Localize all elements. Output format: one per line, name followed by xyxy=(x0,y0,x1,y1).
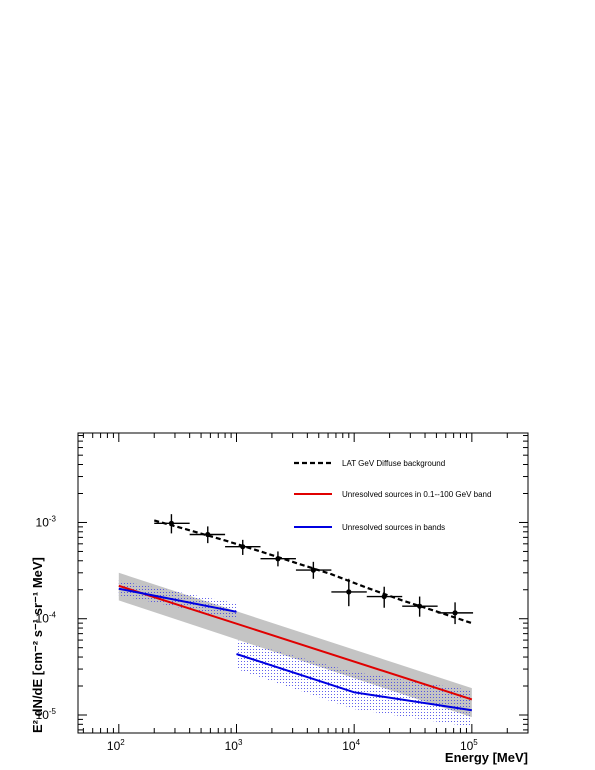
x-tick-label-base: 10 xyxy=(225,739,239,753)
x-tick-label-1: 103 xyxy=(225,738,243,753)
data-marker xyxy=(275,556,281,562)
data-point-7 xyxy=(402,596,438,617)
model-line-3 xyxy=(118,584,473,701)
y-tick-label-base: 10 xyxy=(36,708,50,722)
y-tick-label-exponent: -3 xyxy=(49,514,57,523)
data-marker xyxy=(381,593,387,600)
legend: LAT GeV Diffuse background Unresolved so… xyxy=(294,459,491,532)
y-tick-label-0: 10-5 xyxy=(36,707,57,722)
data-point-3 xyxy=(260,551,296,567)
x-tick-label-exponent: 5 xyxy=(473,738,478,747)
data-marker xyxy=(452,610,458,616)
data-point-1 xyxy=(189,526,226,544)
data-point-0 xyxy=(154,514,190,534)
x-tick-label-exponent: 4 xyxy=(356,738,361,747)
x-tick-label-base: 10 xyxy=(107,739,121,753)
x-tick-label-base: 10 xyxy=(460,739,474,753)
series-layer xyxy=(118,519,473,728)
x-tick-label-3: 105 xyxy=(460,738,478,753)
model-line-6 xyxy=(118,587,237,613)
y-tick-label-exponent: -5 xyxy=(49,707,57,716)
y-tick-label-base: 10 xyxy=(36,515,50,529)
x-axis-title: Energy [MeV] xyxy=(445,750,528,765)
uncertainty-band-blue-5 xyxy=(236,640,472,728)
data-marker xyxy=(346,589,352,595)
data-point-6 xyxy=(366,586,403,608)
x-tick-label-2: 104 xyxy=(342,738,360,753)
x-tick-label-base: 10 xyxy=(342,739,356,753)
ticks-layer xyxy=(78,433,529,733)
y-tick-label-exponent: -4 xyxy=(49,611,57,620)
data-marker xyxy=(240,544,246,550)
plot-frame xyxy=(77,432,529,734)
x-tick-labels: 102 103 104 105 xyxy=(107,738,478,753)
legend-label-blue: Unresolved sources in bands xyxy=(342,523,445,532)
y-tick-label-1: 10-4 xyxy=(36,611,57,626)
data-points-layer xyxy=(154,514,474,625)
x-tick-label-0: 102 xyxy=(107,738,125,753)
x-tick-label-exponent: 3 xyxy=(238,738,243,747)
x-tick-label-exponent: 2 xyxy=(120,738,125,747)
data-point-5 xyxy=(331,578,367,607)
data-point-2 xyxy=(225,539,261,555)
data-point-8 xyxy=(437,602,474,625)
data-marker xyxy=(310,567,316,573)
data-marker xyxy=(168,520,175,526)
data-point-4 xyxy=(295,561,332,579)
y-axis-title: E² dN/dE [cm⁻² s⁻¹ sr⁻¹ MeV] xyxy=(30,557,45,733)
y-tick-label-base: 10 xyxy=(36,612,50,626)
legend-label-diffuse: LAT GeV Diffuse background xyxy=(342,459,445,468)
data-marker xyxy=(205,531,211,538)
data-marker xyxy=(417,603,423,609)
legend-label-red: Unresolved sources in 0.1--100 GeV band xyxy=(342,490,491,499)
model-line-7 xyxy=(236,653,473,712)
y-tick-label-2: 10-3 xyxy=(36,514,57,529)
y-tick-labels: 10-510-410-3 xyxy=(36,514,57,722)
